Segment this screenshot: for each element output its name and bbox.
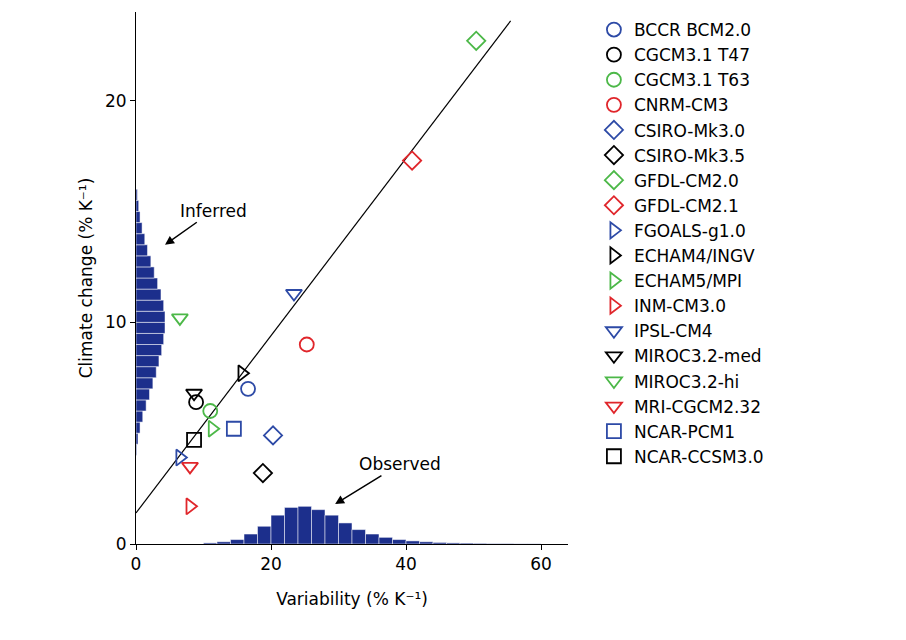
svg-text:ECHAM5/MPI: ECHAM5/MPI	[634, 271, 742, 291]
svg-text:CGCM3.1 T47: CGCM3.1 T47	[634, 45, 750, 65]
svg-text:IPSL-CM4: IPSL-CM4	[634, 321, 713, 341]
svg-text:CSIRO-Mk3.5: CSIRO-Mk3.5	[634, 146, 745, 166]
svg-text:MIROC3.2-hi: MIROC3.2-hi	[634, 372, 739, 392]
svg-text:BCCR BCM2.0: BCCR BCM2.0	[634, 20, 751, 40]
svg-text:GFDL-CM2.0: GFDL-CM2.0	[634, 171, 739, 191]
svg-text:10: 10	[105, 312, 127, 332]
svg-text:40: 40	[395, 554, 417, 574]
svg-text:20: 20	[260, 554, 282, 574]
svg-text:ECHAM4/INGV: ECHAM4/INGV	[634, 246, 755, 266]
svg-text:0: 0	[131, 554, 142, 574]
svg-text:MRI-CGCM2.32: MRI-CGCM2.32	[634, 397, 761, 417]
svg-text:GFDL-CM2.1: GFDL-CM2.1	[634, 196, 739, 216]
svg-text:CNRM-CM3: CNRM-CM3	[634, 95, 729, 115]
svg-text:Observed: Observed	[359, 454, 441, 474]
svg-text:FGOALS-g1.0: FGOALS-g1.0	[634, 221, 746, 241]
svg-text:NCAR-PCM1: NCAR-PCM1	[634, 422, 735, 442]
svg-text:NCAR-CCSM3.0: NCAR-CCSM3.0	[634, 447, 764, 467]
svg-text:Variability (% K⁻¹): Variability (% K⁻¹)	[276, 589, 428, 609]
svg-text:CSIRO-Mk3.0: CSIRO-Mk3.0	[634, 121, 745, 141]
svg-text:20: 20	[105, 91, 127, 111]
svg-text:Climate change (% K⁻¹): Climate change (% K⁻¹)	[76, 178, 96, 379]
svg-text:INM-CM3.0: INM-CM3.0	[634, 296, 726, 316]
svg-text:0: 0	[116, 534, 127, 554]
svg-text:60: 60	[530, 554, 552, 574]
svg-text:Inferred: Inferred	[180, 201, 247, 221]
svg-text:CGCM3.1 T63: CGCM3.1 T63	[634, 70, 750, 90]
svg-text:MIROC3.2-med: MIROC3.2-med	[634, 346, 762, 366]
